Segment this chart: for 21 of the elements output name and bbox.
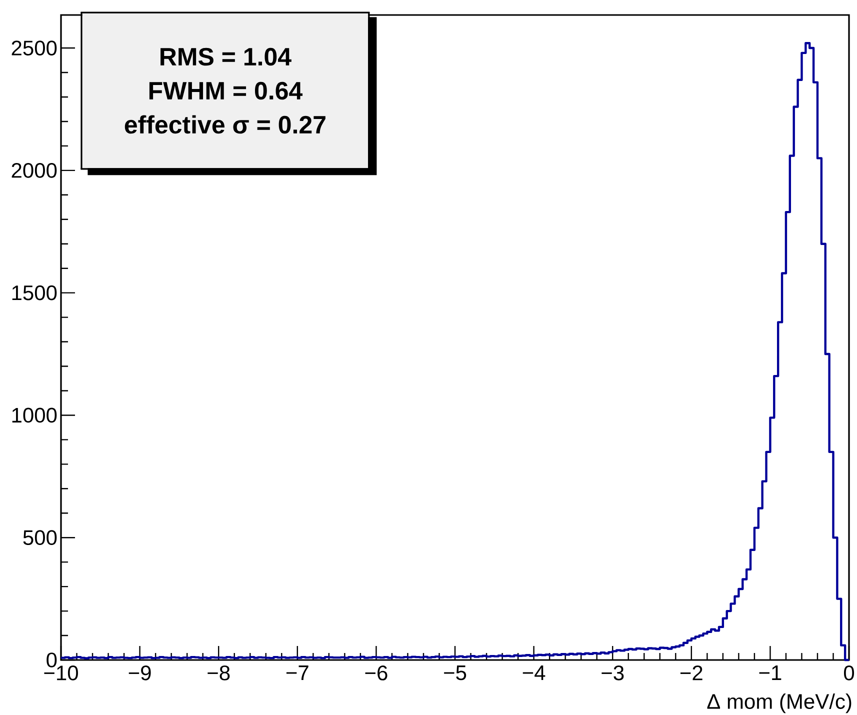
y-tick-label: 2500 bbox=[12, 40, 57, 56]
x-tick-label: −7 bbox=[286, 666, 308, 680]
x-tick-label: −9 bbox=[128, 666, 151, 680]
x-axis-title: Δ mom (MeV/c) bbox=[707, 694, 852, 714]
y-tick-label: 500 bbox=[23, 530, 57, 546]
x-tick-label: −4 bbox=[522, 666, 546, 680]
y-tick-label: 0 bbox=[46, 652, 57, 668]
x-tick-label: −8 bbox=[208, 666, 230, 680]
x-tick-label: 0 bbox=[844, 666, 854, 680]
annotation: RMS = 1.04 bbox=[160, 48, 292, 66]
x-tick-label: −6 bbox=[365, 666, 388, 680]
x-tick-label: −1 bbox=[759, 666, 782, 680]
annotation: FWHM = 0.64 bbox=[149, 82, 303, 100]
x-tick-label: −3 bbox=[602, 666, 624, 680]
y-tick-label: 2000 bbox=[12, 163, 57, 178]
y-tick-label: 1000 bbox=[12, 408, 57, 423]
x-tick-label: −5 bbox=[444, 666, 466, 680]
annotation: effective σ = 0.27 bbox=[124, 115, 326, 134]
x-tick-label: −2 bbox=[680, 666, 702, 680]
y-tick-label: 1500 bbox=[12, 285, 57, 300]
x-tick-label: −10 bbox=[44, 666, 78, 680]
